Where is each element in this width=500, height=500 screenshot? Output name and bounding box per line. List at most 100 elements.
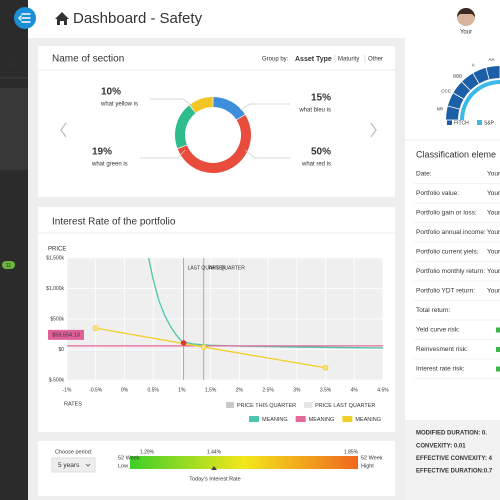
period-dropdown[interactable] <box>51 457 96 473</box>
sidebar-item: NT <box>11 55 18 61</box>
badge: 11 <box>6 263 11 269</box>
durations-panel <box>405 420 500 500</box>
legend-label: MEANING <box>309 417 335 423</box>
row-value: Your <box>487 210 500 217</box>
legend-label: FITCH <box>454 120 469 126</box>
row-label: Interest rate risk: <box>416 366 465 373</box>
card-title: Name of section <box>52 54 124 65</box>
risk-indicator <box>496 347 500 352</box>
row-label: Portfolio annual income: <box>416 229 486 236</box>
duration: EFFECTIVE CONVEXITY: 4 <box>416 456 493 462</box>
row-label: Date: <box>416 171 432 178</box>
x-tick-label: 2.5% <box>262 387 274 393</box>
row-label: Total return: <box>416 307 451 314</box>
row-label: Portfolio YDT return: <box>416 288 475 295</box>
donut-value-label: 19% <box>92 147 112 158</box>
gauge-tick <box>453 92 464 100</box>
prev-arrow[interactable] <box>60 122 67 138</box>
legend-swatch <box>477 120 482 125</box>
duration: EFFECTIVE DURATION:0.7 <box>416 469 493 475</box>
range-mark: 1.85% <box>344 449 359 455</box>
next-arrow[interactable] <box>370 122 377 138</box>
row-label: Portfolio value: <box>416 190 459 197</box>
today-marker <box>211 466 217 470</box>
x-tick-label: -1% <box>63 387 72 393</box>
duration: CONVEXITY: 0.01 <box>416 443 466 449</box>
donut-category: what red is <box>301 162 331 168</box>
series-point <box>92 325 99 332</box>
range-high-label: Hight <box>361 463 374 469</box>
gauge-tick <box>485 67 490 80</box>
period-label: Choose period: <box>55 449 93 455</box>
x-tick-label: 3% <box>293 387 301 393</box>
group-by-option[interactable]: Other <box>368 57 383 63</box>
gauge-tick <box>472 73 480 84</box>
x-tick-label: 0.5% <box>147 387 159 393</box>
donut-category: what yellow is <box>100 102 138 108</box>
donut-slice <box>175 105 196 149</box>
rate-bar <box>130 456 358 469</box>
row-value: Your <box>487 249 500 256</box>
y-tick-label: $-500k <box>49 377 65 383</box>
leader-line <box>150 98 194 108</box>
x-tick-label: 1,5% <box>205 387 217 393</box>
user-name: Your <box>460 30 472 36</box>
gauge-label: AA <box>489 57 495 62</box>
duration: MODIFIED DURATION: 0. <box>416 431 487 437</box>
header <box>28 0 500 38</box>
range-caption: Today's Interest Rate <box>189 476 241 482</box>
donut-value-label: 15% <box>311 93 331 104</box>
series-point <box>200 344 207 350</box>
x-tick-label: 4.5% <box>377 387 389 393</box>
row-label: Yeld curve risk: <box>416 327 460 334</box>
legend-label: MEANING <box>355 417 381 423</box>
risk-indicator <box>496 327 500 333</box>
page-title: Dashboard - <box>73 10 156 27</box>
gauge-label: A <box>472 62 475 67</box>
section-card <box>38 46 395 197</box>
highlight-point <box>180 340 187 346</box>
group-by-option[interactable]: Maturity <box>338 57 359 63</box>
series-point <box>322 364 329 371</box>
legend-swatch <box>249 416 259 422</box>
y-tick-label: $1,000k <box>46 286 64 292</box>
group-by-option[interactable]: Asset Type <box>295 56 332 63</box>
legend-swatch <box>447 120 452 125</box>
panel-title: Classification eleme <box>416 149 496 159</box>
legend-swatch <box>295 416 306 422</box>
menu-icon <box>18 13 31 23</box>
donut-slice <box>213 97 245 120</box>
gauge-label: BBB <box>453 73 462 78</box>
row-label: Reinvesment risk: <box>416 346 468 353</box>
donut-value-label: 10% <box>101 87 121 98</box>
range-low-label: Low <box>118 463 128 469</box>
range-mark: 1.44% <box>207 449 222 455</box>
badge-bg <box>2 261 15 269</box>
legend-swatch <box>226 402 234 408</box>
row-label: Portfolio current yiels: <box>416 249 479 256</box>
row-value: Your <box>487 268 500 275</box>
gauge-ring <box>460 80 500 120</box>
x-tick-label: -0.5% <box>89 387 103 393</box>
leader-line <box>140 149 186 159</box>
x-tick-label: 1% <box>178 387 186 393</box>
donut-value-label: 50% <box>311 147 331 158</box>
home-icon <box>55 12 69 25</box>
range-high-label: 52 Week <box>361 455 383 461</box>
row-value: Your <box>487 171 500 178</box>
y-axis-label: PRICE <box>48 247 66 253</box>
avatar-hair <box>457 8 475 17</box>
gauge-ring <box>446 66 500 120</box>
price-badge <box>48 329 84 340</box>
risk-indicator <box>496 366 500 372</box>
legend-label: S&P <box>484 120 495 126</box>
legend-label: MEANING <box>262 417 288 423</box>
legend-swatch <box>342 416 353 422</box>
x-tick-label: 2% <box>236 387 244 393</box>
row-label: Portfolio monthly return: <box>416 268 485 275</box>
legend-swatch <box>304 402 313 408</box>
gauge-tick <box>461 81 471 91</box>
price-badge-label: $59,554.13 <box>52 332 80 338</box>
period-value: 5 years <box>58 462 80 469</box>
